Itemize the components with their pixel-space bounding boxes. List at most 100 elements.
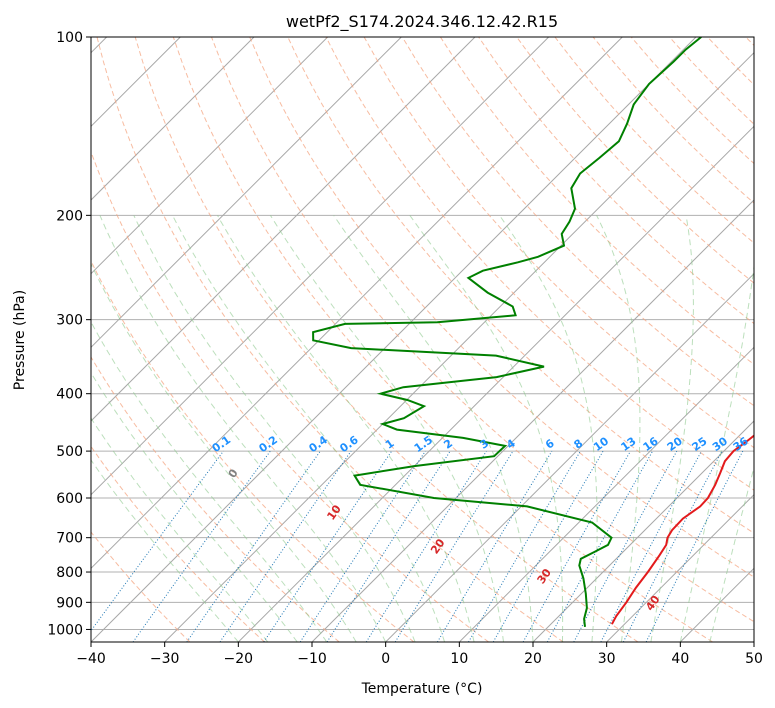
dry-adiabat-line [401,37,754,407]
dry-adiabat-line [91,531,191,642]
moist-adiabat-line [709,465,754,642]
isotherm-line [91,37,329,275]
moist-adiabat-line [409,215,564,642]
isotherm-line [753,641,754,642]
mixing-ratio-line [573,450,678,642]
isotherm-line [458,346,754,642]
mixing-ratio-line [263,450,393,642]
y-tick-label: 100 [56,30,83,46]
dry-adiabat-line [745,37,754,47]
mixing-ratio-label: 0.4 [307,433,331,455]
dry-adiabat-line [554,37,754,244]
isotherm-line [91,37,255,201]
temperature-line [611,434,754,625]
mixing-ratio-line [622,450,723,642]
y-axis: 100 200 300 400 500 600 700 800 900 1000 [47,30,91,638]
moist-adiabat-line [99,215,387,642]
x-tick-label: 50 [745,651,763,667]
isotherm-line [532,420,754,642]
isotherm-line [237,125,754,642]
isotherm-line [91,37,476,422]
mixing-ratio-line [219,450,352,642]
moist-adiabat-line [596,215,641,642]
mixing-ratio-line [522,450,631,642]
y-tick-label: 800 [56,565,83,581]
dry-adiabat-line [630,37,754,165]
isotherm-line [164,51,754,642]
isotherm-line [311,199,754,642]
mixing-ratio-line [365,450,487,642]
isotherm-line [679,567,754,642]
profile-lines [312,37,754,628]
moist-adiabat-line [91,417,269,642]
dry-adiabat-line [707,37,754,86]
mixing-ratio-line [645,450,744,642]
y-tick-label: 500 [56,444,83,460]
y-tick-label: 200 [56,208,83,224]
dry-adiabat-line [91,150,489,642]
moist-adiabat-line [679,263,754,642]
background-lines [91,37,754,642]
mixing-ratio-label: 1.5 [412,433,435,455]
y-tick-label: 1000 [47,622,83,638]
dry-adiabat-line [134,37,639,642]
isotherm-line [385,272,754,642]
dry-adiabat-line [363,37,754,449]
y-tick-label: 600 [56,491,83,507]
mixing-ratio-line [299,450,426,642]
x-tick-label: −10 [297,651,327,667]
mixing-ratio-line [326,450,451,642]
y-axis-label: Pressure (hPa) [12,290,28,390]
dewpoint-line [312,37,702,628]
dry-adiabat-line [91,356,340,642]
line-labels: 0.10.20.40.611.52346810131620253036-100-… [210,433,751,613]
dry-adiabat-line [249,37,754,578]
moist-adiabat-line [91,262,357,642]
moist-adiabat-line [269,215,504,642]
x-tick-label: −20 [224,651,254,667]
mixing-ratio-line [394,450,514,642]
mixing-ratio-label: 2 [441,437,455,452]
isotherm-line [91,37,697,642]
isotherm-line [91,37,550,496]
mixing-ratio-line [546,450,654,642]
dry-adiabat-line [439,37,754,366]
mixing-ratio-line [436,450,553,642]
x-tick-label: −40 [76,651,106,667]
mixing-ratio-line [132,450,271,642]
dry-adiabat-label: 20 [428,536,448,556]
plot-frame [90,36,755,643]
dry-adiabat-line [91,445,265,642]
dry-adiabat-line [96,37,564,642]
x-tick-label: 10 [450,651,468,667]
mixing-ratio-label: 0.2 [257,433,280,455]
moist-adiabat-line [172,215,446,642]
chart-title: wetPf2_S174.2024.346.12.42.R15 [286,12,558,32]
x-tick-label: −30 [150,651,180,667]
isotherm-line [606,493,754,642]
mixing-ratio-label: 6 [543,437,557,452]
x-axis: −40 −30 −20 −10 0 10 20 30 40 50 [76,642,763,667]
moist-adiabat-line [91,459,239,642]
mixing-ratio-line [600,450,702,642]
dry-adiabat-line [172,37,713,642]
mixing-ratio-line [91,450,224,632]
x-tick-label: 20 [524,651,542,667]
dry-adiabat-line [669,37,754,125]
y-tick-label: 700 [56,531,83,547]
y-tick-label: 300 [56,313,83,329]
moist-adiabat-line [91,321,328,642]
moist-adiabat-line [217,215,475,642]
y-tick-label: 900 [56,595,83,611]
moist-adiabat-line [133,215,416,642]
x-tick-label: 0 [381,651,390,667]
moist-adiabat-line [650,215,694,642]
mixing-ratio-label: 0.1 [210,433,233,455]
x-axis-label: Temperature (°C) [361,681,483,697]
isotherm-line [91,37,623,570]
dry-adiabat-line [325,37,754,491]
dry-adiabat-line [211,37,754,623]
mixing-ratio-label: 0.6 [337,433,361,455]
dry-adiabat-line [592,37,754,204]
